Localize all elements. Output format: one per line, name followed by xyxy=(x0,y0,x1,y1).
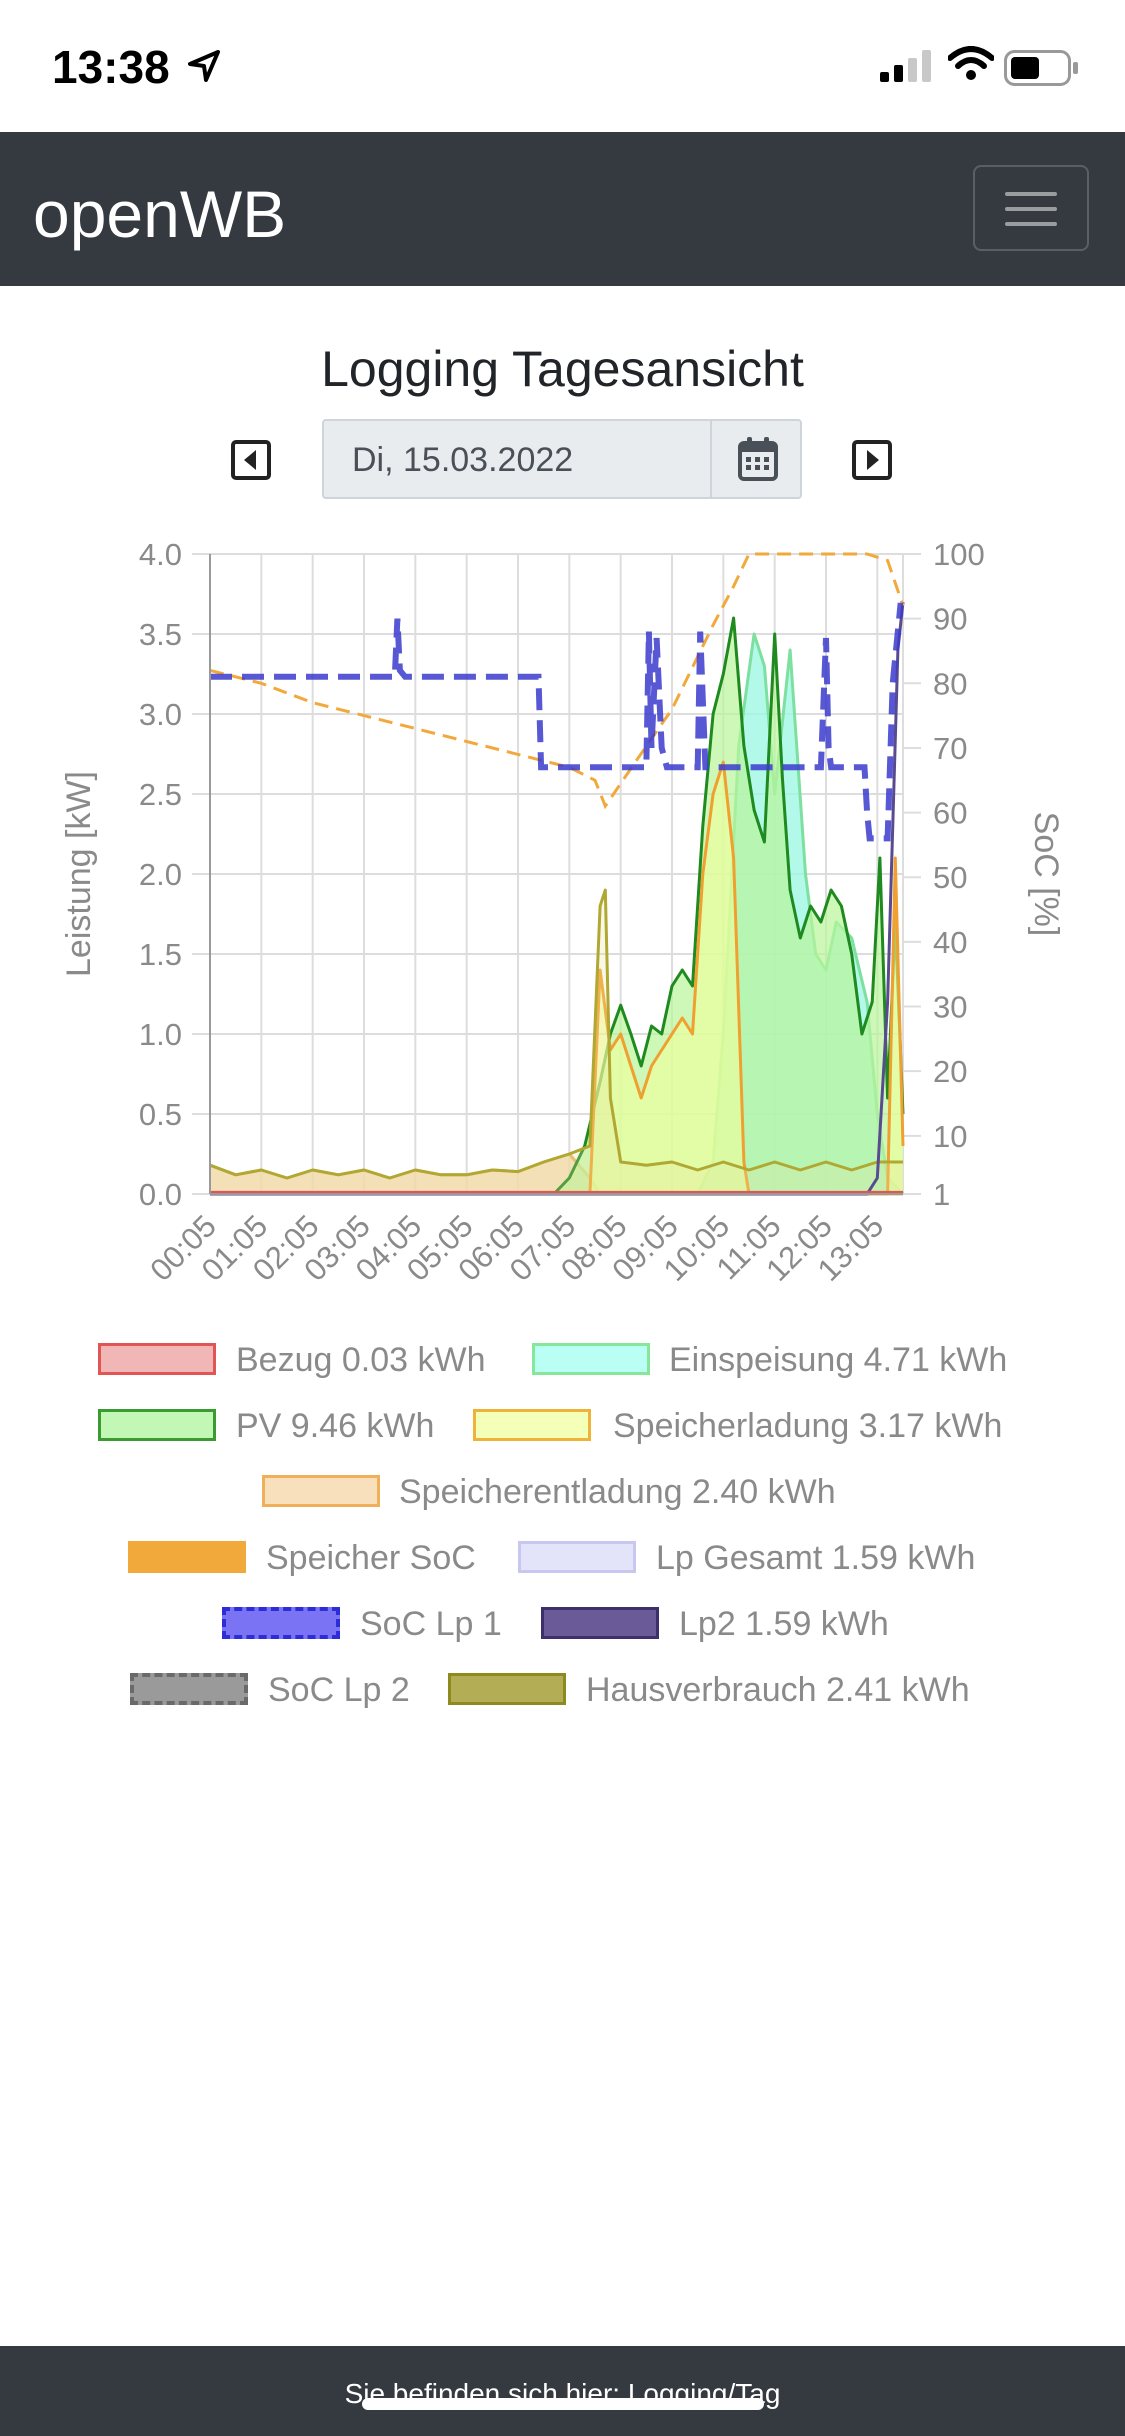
y2-tick-label: 30 xyxy=(933,990,967,1025)
legend-label: Lp Gesamt 1.59 kWh xyxy=(656,1539,976,1577)
legend-swatch xyxy=(128,1541,246,1573)
y-tick-label: 3.0 xyxy=(139,697,182,732)
legend-swatch xyxy=(532,1343,650,1375)
y2-axis-label: SoC [%] xyxy=(1027,812,1065,937)
legend-label: Speicherentladung 2.40 kWh xyxy=(399,1473,836,1511)
y-tick-label: 2.0 xyxy=(139,857,182,892)
cellular-signal-icon xyxy=(880,50,931,82)
y-tick-label: 0.5 xyxy=(139,1097,182,1132)
y2-tick-label: 40 xyxy=(933,925,967,960)
y2-tick-label: 100 xyxy=(933,537,985,572)
status-time: 13:38 xyxy=(52,41,170,93)
calendar-icon xyxy=(738,437,778,481)
y2-tick-label: 20 xyxy=(933,1054,967,1089)
y-tick-label: 4.0 xyxy=(139,537,182,572)
y-tick-label: 1.5 xyxy=(139,937,182,972)
y-axis-label: Leistung [kW] xyxy=(60,771,98,977)
legend-swatch xyxy=(473,1409,591,1441)
hamburger-icon xyxy=(1005,192,1057,196)
speicherentladung-area xyxy=(210,1154,903,1194)
battery-icon xyxy=(1004,50,1078,86)
daily-log-chart: 0.0 0.5 1.0 1.5 2.0 2.5 3.0 3.5 4.0 1 10 20 30 40 50 60… xyxy=(60,537,1065,1288)
legend-label: Bezug 0.03 kWh xyxy=(236,1341,486,1379)
y-tick-label: 2.5 xyxy=(139,777,182,812)
y2-tick-label: 90 xyxy=(933,602,967,637)
menu-toggle-button[interactable] xyxy=(973,165,1089,251)
legend-swatch xyxy=(448,1673,566,1705)
pv-line xyxy=(210,616,905,1196)
legend-label: SoC Lp 1 xyxy=(360,1605,502,1643)
legend-swatch xyxy=(222,1607,340,1639)
soc-lp1-line xyxy=(210,602,904,842)
status-bar: 13:38 xyxy=(0,0,1125,132)
y2-tick-label: 50 xyxy=(933,860,967,895)
date-value: Di, 15.03.2022 xyxy=(352,441,574,479)
y2-tick-label: 60 xyxy=(933,796,967,831)
y2-tick-label: 80 xyxy=(933,666,967,701)
y2-tick-label: 10 xyxy=(933,1119,967,1154)
legend-label: Hausverbrauch 2.41 kWh xyxy=(586,1671,970,1709)
speicher-soc-line xyxy=(209,552,905,810)
legend-swatch xyxy=(541,1607,659,1639)
date-input[interactable]: Di, 15.03.2022 xyxy=(322,419,802,499)
legend-swatch xyxy=(262,1475,380,1507)
wifi-icon xyxy=(948,46,994,80)
navbar: openWB xyxy=(0,132,1125,286)
legend-swatch xyxy=(130,1673,248,1705)
next-day-button[interactable] xyxy=(852,440,892,480)
legend-swatch xyxy=(98,1343,216,1375)
y-tick-label: 0.0 xyxy=(139,1177,182,1212)
location-arrow-icon xyxy=(188,50,220,82)
hausverbrauch-line xyxy=(209,888,903,1180)
legend-label: Einspeisung 4.71 kWh xyxy=(669,1341,1008,1379)
y-tick-label: 1.0 xyxy=(139,1017,182,1052)
y2-tick-label: 1 xyxy=(933,1177,950,1212)
previous-day-button[interactable] xyxy=(231,440,271,480)
page-title: Logging Tagesansicht xyxy=(321,341,804,397)
footer: Sie befinden sich hier: Logging/Tag xyxy=(0,2346,1125,2436)
legend-swatch xyxy=(98,1409,216,1441)
brand-logo-text[interactable]: openWB xyxy=(33,177,287,251)
legend-swatch xyxy=(518,1541,636,1573)
legend-label: SoC Lp 2 xyxy=(268,1671,410,1709)
y-tick-label: 3.5 xyxy=(139,617,182,652)
legend-label: Speicherladung 3.17 kWh xyxy=(613,1407,1003,1445)
legend-label: PV 9.46 kWh xyxy=(236,1407,435,1445)
legend-label: Lp2 1.59 kWh xyxy=(679,1605,889,1643)
y2-tick-label: 70 xyxy=(933,731,967,766)
calendar-button[interactable] xyxy=(710,421,804,497)
home-indicator xyxy=(362,2398,764,2410)
legend-label: Speicher SoC xyxy=(266,1539,476,1577)
speicherladung-line xyxy=(210,760,905,1196)
speicherladung-area xyxy=(210,762,903,1194)
